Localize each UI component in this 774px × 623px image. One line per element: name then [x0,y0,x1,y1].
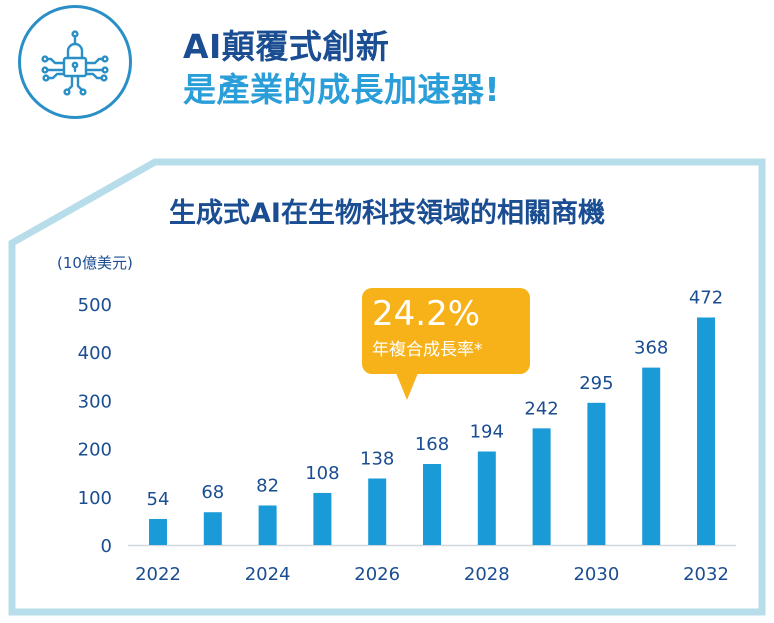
cagr-callout: 24.2% 年複合成長率* [362,288,530,400]
y-tick-label: 300 [78,391,112,412]
bar-2030 [587,402,606,545]
cagr-label: 年複合成長率* [372,340,483,360]
bar-2028 [477,451,496,545]
bar-2022 [149,518,167,545]
y-tick-label: 0 [101,536,112,557]
ai-circuit-lock-icon [41,30,109,96]
data-label-2031: 368 [634,338,668,359]
headline-line-2: 是產業的成長加速器! [183,70,501,109]
x-tick-label: 2026 [354,564,400,585]
x-tick-label: 2022 [135,564,181,585]
y-tick-label: 400 [78,343,112,364]
y-axis-unit-label: (10億美元) [57,254,133,272]
bar-2026 [368,478,387,545]
data-label-2028: 194 [470,421,504,442]
bar-2023 [203,512,222,545]
data-label-2024: 82 [256,475,279,496]
bar-2031 [642,367,661,545]
logo-icon-circle [18,5,132,119]
data-label-2025: 108 [305,463,339,484]
chart-title: 生成式AI在生物科技領域的相關商機 [169,198,605,229]
headline-line-1: AI顛覆式創新 [183,27,390,66]
bar-2032 [697,317,715,545]
data-label-2022: 54 [147,489,170,510]
cagr-rate: 24.2% [372,294,481,334]
bar-2029 [532,428,551,545]
y-tick-label: 500 [78,295,112,316]
data-label-2026: 138 [360,448,394,469]
y-tick-label: 100 [78,488,112,509]
data-label-2030: 295 [579,373,613,394]
bar-2027 [423,464,441,545]
data-label-2029: 242 [524,398,558,419]
x-tick-label: 2024 [245,564,291,585]
y-tick-label: 200 [78,440,112,461]
data-label-2023: 68 [201,482,224,503]
x-tick-label: 2032 [683,564,729,585]
bar-2025 [313,492,332,545]
x-tick-label: 2030 [573,564,619,585]
data-label-2032: 472 [689,287,723,308]
data-label-2027: 168 [415,434,449,455]
x-tick-label: 2028 [464,564,510,585]
bar-2024 [258,505,277,545]
